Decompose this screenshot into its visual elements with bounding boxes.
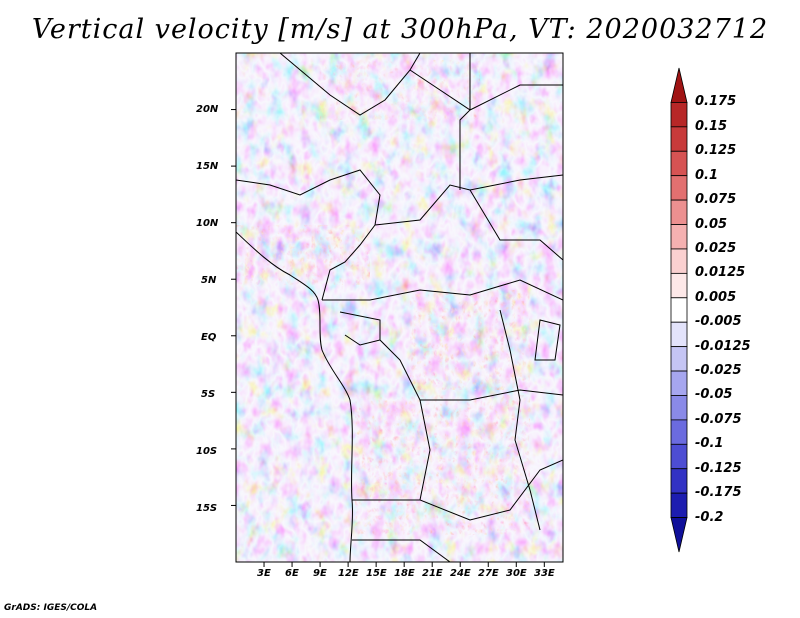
axis-ticks	[231, 109, 545, 567]
colorbar-swatch	[670, 517, 688, 553]
lat-label-20n: 20N	[196, 104, 219, 115]
colorbar-swatch	[670, 126, 688, 152]
lon-label-3e: 3E	[257, 568, 271, 579]
colorbar-label: -0.1	[695, 436, 724, 452]
colorbar-label: -0.075	[695, 411, 742, 427]
lat-label-5s: 5S	[201, 389, 216, 400]
colorbar-label: -0.175	[695, 485, 742, 501]
lon-label-15e: 15E	[366, 568, 387, 579]
lon-label-9e: 9E	[313, 568, 327, 579]
lon-label-12e: 12E	[338, 568, 359, 579]
country-borders	[236, 53, 563, 562]
colorbar-label: 0.05	[695, 216, 728, 232]
colorbar-label: 0.075	[695, 192, 737, 208]
colorbar-swatch	[670, 102, 688, 128]
lon-label-21e: 21E	[422, 568, 443, 579]
colorbar-label: 0.025	[695, 240, 737, 256]
colorbar-swatch	[670, 248, 688, 274]
colorbar-label: -0.025	[695, 363, 742, 379]
colorbar-label: -0.125	[695, 460, 742, 476]
colorbar-swatch	[670, 492, 688, 518]
lon-label-24e: 24E	[450, 568, 471, 579]
lat-label-eq: EQ	[201, 332, 217, 343]
colorbar-swatch	[670, 150, 688, 177]
colorbar-swatch	[670, 395, 688, 421]
lat-label-5n: 5N	[201, 275, 217, 286]
lon-label-27e: 27E	[478, 568, 499, 579]
lon-label-6e: 6E	[285, 568, 299, 579]
colorbar-swatch	[670, 419, 688, 445]
colorbar-label: 0.15	[695, 118, 728, 134]
colorbar-swatch	[670, 370, 688, 396]
velocity-field	[236, 53, 563, 562]
lat-label-15n: 15N	[196, 161, 219, 172]
colorbar-swatch	[670, 224, 688, 250]
colorbar-swatch	[670, 346, 688, 372]
credit-text: GrADS: IGES/COLA	[4, 603, 98, 613]
colorbar-label: -0.0125	[695, 338, 751, 354]
colorbar-label: 0.1	[695, 167, 719, 183]
lon-label-33e: 33E	[534, 568, 555, 579]
colorbar-label: 0.125	[695, 143, 737, 159]
colorbar-label: -0.05	[695, 387, 733, 403]
colorbar-label: 0.005	[695, 289, 737, 305]
colorbar-swatch	[670, 199, 688, 225]
colorbar-label: 0.175	[695, 94, 737, 110]
figure-title: Vertical velocity [m/s] at 300hPa, VT: 2…	[31, 14, 769, 45]
colorbar-swatch	[670, 321, 688, 348]
colorbar-swatch	[670, 468, 688, 494]
colorbar-swatch	[670, 67, 688, 103]
colorbar-swatch	[670, 297, 688, 323]
lon-label-18e: 18E	[394, 568, 415, 579]
colorbar-label: -0.2	[695, 509, 724, 525]
colorbar-swatch	[670, 272, 688, 299]
lat-label-10s: 10S	[196, 446, 218, 457]
map-frame	[235, 52, 564, 563]
lat-label-10n: 10N	[196, 218, 219, 229]
lon-label-30e: 30E	[506, 568, 527, 579]
colorbar-label: -0.005	[695, 314, 742, 330]
colorbar-swatch	[670, 443, 688, 470]
lat-label-15s: 15S	[196, 503, 218, 514]
colorbar-label: 0.0125	[695, 265, 746, 281]
colorbar-swatch	[670, 175, 688, 201]
colorbar	[670, 67, 688, 553]
